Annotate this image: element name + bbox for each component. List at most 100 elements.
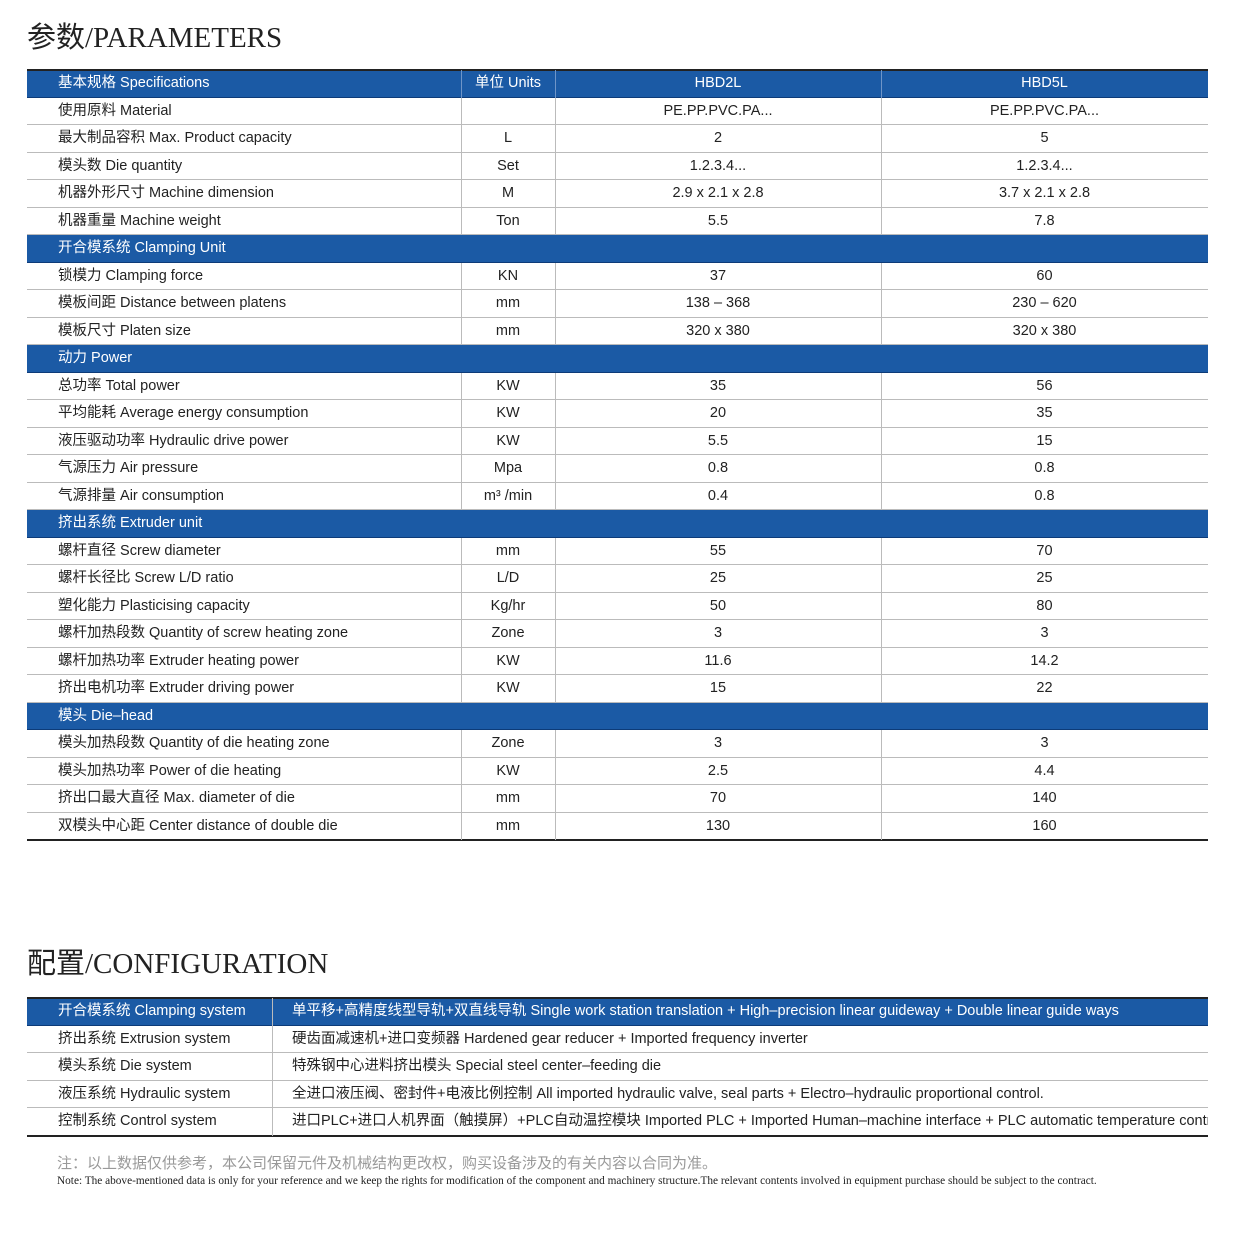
table-cell: 模头系统 Die system (58, 1058, 192, 1074)
table-cell: L (503, 130, 513, 146)
table-cell: Ton (496, 212, 520, 229)
column-divider (461, 97, 462, 235)
section-row: 开合模系统 Clamping Unit (27, 235, 1208, 263)
table-cell: Zone (491, 735, 525, 751)
table-cell: 液压驱动功率 Hydraulic drive power (58, 432, 289, 449)
table-cell: 硬齿面减速机+进口变频器 Hardened gear reducer + Imp… (292, 1030, 808, 1047)
table-cell: 动力 Power (58, 350, 133, 366)
table-cell: 70 (1036, 542, 1053, 559)
table-cell: 35 (1036, 405, 1053, 421)
table-cell: 基本规格 Specifications (58, 75, 210, 91)
table-cell: PE.PP.PVC.PA... (989, 102, 1100, 119)
config-row: 开合模系统 Clamping system 单平移+高精度线型导轨+双直线导轨 S… (27, 998, 1208, 1026)
table-cell: 3 (1040, 735, 1049, 751)
table-cell: 3 (713, 735, 723, 751)
table-cell: 230 – 620 (1012, 295, 1077, 311)
table-cell: 35 (709, 377, 727, 394)
column-divider (555, 70, 556, 98)
column-divider (461, 372, 462, 510)
table-cell: 25 (709, 570, 727, 586)
column-divider (881, 262, 882, 345)
table-cell: 3 (1040, 625, 1049, 641)
table-cell: 37 (709, 267, 727, 284)
table-cell: 56 (1036, 377, 1053, 394)
table-cell: 单位 Units (474, 75, 542, 91)
table-cell: 7.8 (1034, 212, 1055, 229)
table-cell: mm (495, 542, 521, 559)
table-cell: 挤出口最大直径 Max. diameter of die (58, 790, 295, 806)
table-cell: 螺杆加热段数 Quantity of screw heating zone (58, 625, 349, 641)
table-cell: 模头数 Die quantity (58, 157, 183, 174)
table-row: 锁模力 Clamping force KN 37 60 (27, 263, 1208, 290)
table-row: 气源排量 Air consumption m³ /min 0.4 0.8 (27, 483, 1208, 510)
table-cell: 0.8 (1034, 460, 1055, 476)
table-cell: 22 (1036, 680, 1053, 696)
table-cell: 螺杆长径比 Screw L/D ratio (58, 570, 234, 586)
table-cell: mm (495, 790, 521, 806)
table-row: 双模头中心距 Center distance of double die mm 13… (27, 813, 1208, 840)
table-cell: 2.5 (707, 762, 729, 779)
column-divider (881, 537, 882, 703)
column-divider (461, 730, 462, 840)
table-cell: 锁模力 Clamping force (58, 267, 204, 284)
table-cell: 控制系统 Control system (58, 1113, 217, 1129)
table-cell: mm (495, 817, 521, 834)
table-cell: 160 (1032, 817, 1057, 834)
table-cell: Kg/hr (490, 597, 526, 614)
table-cell: 1.2.3.4... (1016, 157, 1073, 174)
table-cell: 70 (709, 790, 727, 806)
table-cell: 平均能耗 Average energy consumption (58, 405, 309, 421)
rule (27, 839, 1208, 841)
table-row: 模头加热段数 Quantity of die heating zone Zone 3… (27, 730, 1208, 758)
table-cell: 2.9 x 2.1 x 2.8 (672, 185, 764, 201)
header-row: 基本规格 Specifications 单位 Units HBD2L HBD5L (27, 70, 1208, 98)
table-cell: PE.PP.PVC.PA... (663, 102, 773, 119)
table-cell: m³ /min (483, 487, 533, 504)
table-cell: 模头加热功率 Power of die heating (58, 762, 282, 779)
column-divider (881, 372, 882, 510)
config-row: 模头系统 Die system 特殊钢中心进料挤出模头 Special steel… (27, 1053, 1208, 1081)
table-cell: 3 (713, 625, 723, 641)
table-cell: M (501, 185, 515, 201)
table-row: 挤出口最大直径 Max. diameter of die mm 70 140 (27, 785, 1208, 813)
table-cell: Zone (491, 625, 525, 641)
table-cell: 机器重量 Machine weight (58, 212, 221, 229)
table-cell: HBD5L (1021, 75, 1068, 91)
table-cell: 20 (709, 405, 727, 421)
note-cn: 注：以上数据仅供参考，本公司保留元件及机械结构更改权，购买设备涉及的有关内容以合… (57, 1155, 718, 1172)
table-cell: mm (495, 322, 521, 339)
table-row: 模头数 Die quantity Set 1.2.3.4... 1.2.3.4... (27, 153, 1208, 180)
column-divider (461, 262, 462, 345)
table-cell: 55 (709, 542, 727, 559)
table-cell: 特殊钢中心进料挤出模头 Special steel center–feeding… (292, 1058, 662, 1074)
table-cell: 2 (713, 130, 723, 146)
column-divider (881, 70, 882, 98)
column-divider (555, 372, 556, 510)
table-cell: 进口PLC+进口人机界面（触摸屏）+PLC自动温控模块 Imported PLC… (292, 1113, 1208, 1129)
table-cell: 挤出系统 Extrusion system (58, 1030, 231, 1047)
table-cell: 5 (1040, 130, 1049, 146)
rule (27, 997, 1208, 999)
table-cell: 螺杆直径 Screw diameter (58, 542, 221, 559)
table-cell: 开合模系统 Clamping Unit (58, 240, 226, 256)
table-cell: 挤出系统 Extruder unit (58, 515, 203, 531)
table-cell: HBD2L (694, 75, 742, 91)
table-cell: 15 (1036, 432, 1053, 449)
table-cell: Mpa (493, 460, 523, 476)
column-divider (881, 97, 882, 235)
table-row: 塑化能力 Plasticising capacity Kg/hr 50 80 (27, 593, 1208, 620)
table-row: 总功率 Total power KW 35 56 (27, 373, 1208, 400)
column-divider (555, 537, 556, 703)
table-row: 挤出电机功率 Extruder driving power KW 15 22 (27, 675, 1208, 703)
column-divider (272, 998, 273, 1136)
table-cell: 5.5 (707, 212, 729, 229)
table-row: 使用原料 Material PE.PP.PVC.PA... PE.PP.PVC.PA… (27, 98, 1208, 125)
table-cell: 320 x 380 (1012, 322, 1077, 339)
table-cell: 138 – 368 (685, 295, 751, 311)
table-cell: 3.7 x 2.1 x 2.8 (998, 185, 1091, 201)
table-cell: 塑化能力 Plasticising capacity (58, 597, 250, 614)
table-cell: 模头 Die–head (58, 707, 154, 724)
column-divider (555, 730, 556, 840)
table-cell: 0.4 (707, 487, 729, 504)
